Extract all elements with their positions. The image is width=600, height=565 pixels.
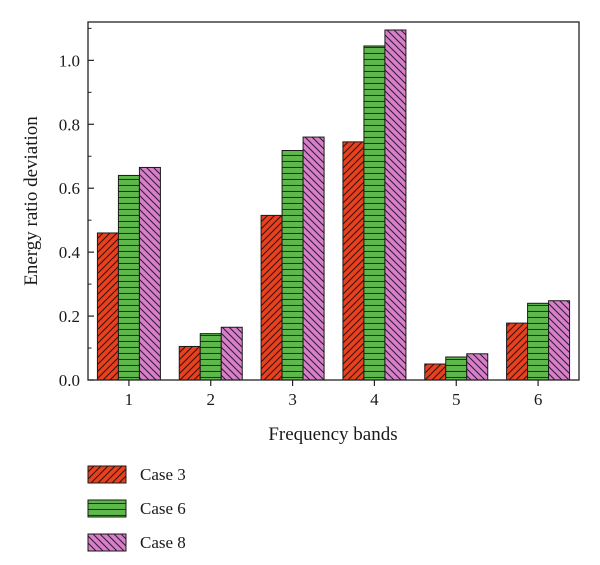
legend: Case 3 Case 6 Case 8: [87, 465, 186, 552]
bar-case-8-band-1: [138, 166, 161, 381]
y-tick-label: 0.0: [59, 371, 80, 390]
x-tick-label: 1: [125, 390, 134, 409]
x-tick-label: 3: [288, 390, 297, 409]
legend-swatch: [87, 499, 127, 518]
bar-case-6-band-6: [527, 302, 550, 381]
bar-case-8-band-2: [220, 326, 243, 381]
y-tick-label: 0.4: [59, 243, 81, 262]
legend-label: Case 8: [140, 533, 186, 552]
bar-case-3-band-3: [260, 214, 283, 381]
y-tick-label: 0.6: [59, 179, 80, 198]
x-tick-label: 2: [207, 390, 216, 409]
y-axis-title: Energy ratio deviation: [21, 116, 42, 286]
x-tick-label: 6: [534, 390, 543, 409]
legend-label: Case 3: [140, 465, 186, 484]
legend-swatch: [87, 533, 127, 552]
bar-case-6-band-3: [281, 150, 304, 381]
bar-case-3-band-4: [342, 141, 365, 381]
x-axis-title: Frequency bands: [268, 424, 397, 445]
bar-case-3-band-5: [424, 363, 447, 381]
bar-case-3-band-1: [96, 232, 119, 381]
legend-swatch: [87, 465, 127, 484]
bar-case-6-band-2: [199, 333, 222, 381]
bar-case-6-band-4: [363, 45, 386, 381]
y-tick-label: 0.8: [59, 115, 80, 134]
plot-frame: [87, 21, 580, 381]
legend-label: Case 6: [140, 499, 186, 518]
x-tick-label: 5: [452, 390, 461, 409]
bar-case-6-band-1: [117, 174, 140, 381]
bar-case-8-band-3: [302, 136, 325, 381]
y-tick-label: 1.0: [59, 51, 80, 70]
bar-case-8-band-6: [548, 300, 571, 381]
x-tick-label: 4: [370, 390, 379, 409]
bar-case-6-band-5: [445, 356, 468, 381]
bar-case-3-band-6: [506, 322, 529, 381]
bars-layer: [96, 29, 571, 381]
x-axis-ticks: 1 2 3 4 5 6: [125, 380, 543, 409]
bar-case-8-band-5: [466, 353, 489, 381]
bar-case-8-band-4: [384, 29, 407, 381]
y-axis-ticks: 0.0 0.2 0.4 0.6 0.8 1.0: [59, 27, 94, 390]
y-tick-label: 0.2: [59, 307, 80, 326]
bar-case-3-band-2: [178, 345, 201, 381]
